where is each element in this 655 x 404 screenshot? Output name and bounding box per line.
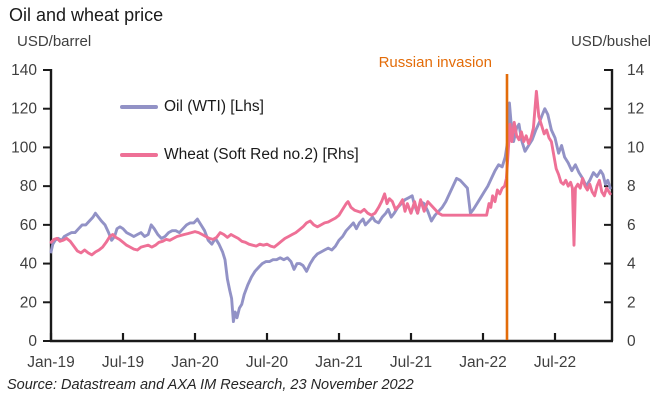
svg-text:20: 20 <box>20 294 38 311</box>
legend-label-oil: Oil (WTI) [Lhs] <box>164 98 264 115</box>
wheat-line-swatch <box>120 153 158 157</box>
svg-text:60: 60 <box>20 217 38 234</box>
svg-text:Jul-19: Jul-19 <box>102 354 144 371</box>
svg-text:40: 40 <box>20 256 38 273</box>
legend: Oil (WTI) [Lhs] Wheat (Soft Red no.2) [R… <box>120 96 359 192</box>
svg-text:10: 10 <box>627 139 645 156</box>
svg-text:Jul-20: Jul-20 <box>246 354 289 371</box>
svg-text:100: 100 <box>11 139 37 156</box>
svg-text:Jan-22: Jan-22 <box>459 354 506 371</box>
legend-entry-wheat: Wheat (Soft Red no.2) [Rhs] <box>120 144 359 166</box>
svg-text:12: 12 <box>627 101 644 118</box>
left-axis-unit-label: USD/barrel <box>17 33 92 50</box>
y-axis-left: 0 20 40 60 80 100 120 140 <box>11 62 51 350</box>
svg-text:Jan-20: Jan-20 <box>171 354 219 371</box>
svg-text:0: 0 <box>28 333 37 350</box>
svg-text:8: 8 <box>627 178 636 195</box>
svg-text:Jan-21: Jan-21 <box>315 354 362 371</box>
svg-text:Jul-21: Jul-21 <box>390 354 432 371</box>
svg-text:140: 140 <box>11 62 37 79</box>
legend-label-wheat: Wheat (Soft Red no.2) [Rhs] <box>164 146 359 163</box>
svg-text:Jan-19: Jan-19 <box>27 354 74 371</box>
oil-line-swatch <box>120 105 158 109</box>
svg-text:120: 120 <box>11 101 37 118</box>
svg-text:4: 4 <box>627 256 636 273</box>
svg-text:80: 80 <box>20 178 38 195</box>
wheat-series-line <box>49 89 612 257</box>
svg-text:14: 14 <box>627 62 645 79</box>
russian-invasion-annotation: Russian invasion <box>378 54 492 71</box>
svg-text:0: 0 <box>627 333 636 350</box>
x-axis: Jan-19 Jul-19 Jan-20 Jul-20 Jan-21 Jul-21 Jan-… <box>27 333 576 371</box>
chart-title: Oil and wheat price <box>9 5 164 25</box>
svg-text:2: 2 <box>627 294 636 311</box>
legend-entry-oil: Oil (WTI) [Lhs] <box>120 96 359 118</box>
oil-series-line <box>49 101 612 324</box>
axes <box>49 69 614 343</box>
source-note: Source: Datastream and AXA IM Research, … <box>7 377 414 393</box>
right-axis-unit-label: USD/bushel <box>570 33 651 50</box>
svg-text:6: 6 <box>627 217 636 234</box>
y-axis-right: 0 2 4 6 8 10 12 14 <box>604 62 645 350</box>
svg-text:Jul-22: Jul-22 <box>534 354 576 371</box>
